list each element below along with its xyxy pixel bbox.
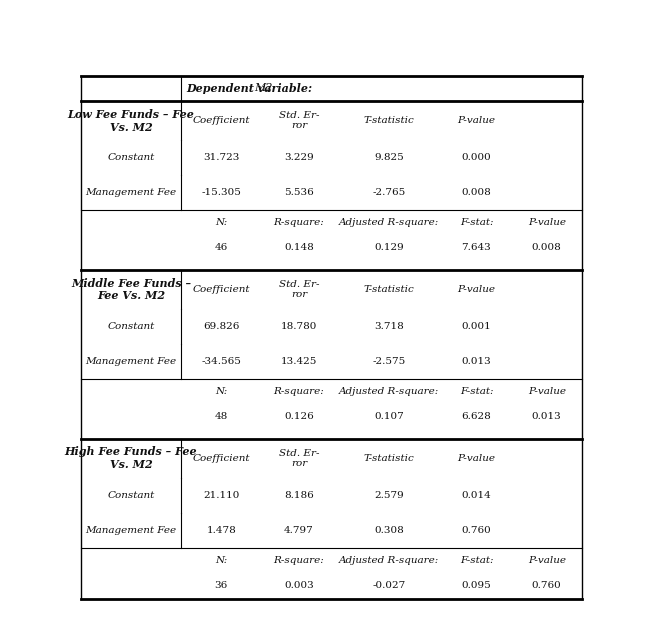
- Text: R-square:: R-square:: [274, 556, 324, 564]
- Text: 48: 48: [215, 412, 228, 422]
- Text: Coefficient: Coefficient: [193, 116, 250, 125]
- Text: F-stat:: F-stat:: [460, 387, 493, 396]
- Text: -2.575: -2.575: [373, 357, 406, 366]
- Text: 31.723: 31.723: [203, 153, 239, 162]
- Text: P-value: P-value: [457, 285, 496, 294]
- Text: High Fee Funds – Fee
Vs. M2: High Fee Funds – Fee Vs. M2: [65, 446, 197, 470]
- Text: Coefficient: Coefficient: [193, 454, 250, 463]
- Text: 0.013: 0.013: [532, 412, 562, 422]
- Text: 0.014: 0.014: [461, 491, 491, 500]
- Text: 21.110: 21.110: [203, 491, 239, 500]
- Text: 5.536: 5.536: [284, 188, 314, 197]
- Text: 46: 46: [215, 243, 228, 252]
- Text: 1.478: 1.478: [206, 526, 236, 535]
- Text: Low Fee Funds – Fee
Vs. M2: Low Fee Funds – Fee Vs. M2: [67, 109, 195, 133]
- Text: 0.008: 0.008: [532, 243, 562, 252]
- Text: R-square:: R-square:: [274, 218, 324, 227]
- Text: 0.760: 0.760: [532, 581, 562, 590]
- Text: 0.126: 0.126: [284, 412, 314, 422]
- Text: Std. Er-
ror: Std. Er- ror: [279, 111, 319, 130]
- Text: 3.718: 3.718: [375, 322, 404, 331]
- Text: N:: N:: [215, 218, 227, 227]
- Text: 6.628: 6.628: [461, 412, 491, 422]
- Text: 0.001: 0.001: [461, 322, 491, 331]
- Text: 0.013: 0.013: [461, 357, 491, 366]
- Text: -0.027: -0.027: [373, 581, 406, 590]
- Text: 0.008: 0.008: [461, 188, 491, 197]
- Text: 7.643: 7.643: [461, 243, 491, 252]
- Text: 9.825: 9.825: [375, 153, 404, 162]
- Text: 2.579: 2.579: [375, 491, 404, 500]
- Text: Adjusted R-square:: Adjusted R-square:: [339, 387, 439, 396]
- Text: 13.425: 13.425: [281, 357, 317, 366]
- Text: P-value: P-value: [457, 454, 496, 463]
- Text: 0.308: 0.308: [375, 526, 404, 535]
- Text: N:: N:: [215, 556, 227, 564]
- Text: 0.095: 0.095: [461, 581, 491, 590]
- Text: 69.826: 69.826: [203, 322, 239, 331]
- Text: Std. Er-
ror: Std. Er- ror: [279, 449, 319, 468]
- Text: T-statistic: T-statistic: [364, 454, 415, 463]
- Text: P-value: P-value: [528, 556, 565, 564]
- Text: -34.565: -34.565: [201, 357, 241, 366]
- Text: 36: 36: [215, 581, 228, 590]
- Text: Std. Er-
ror: Std. Er- ror: [279, 280, 319, 299]
- Text: R-square:: R-square:: [274, 387, 324, 396]
- Text: Constant: Constant: [107, 491, 155, 500]
- Text: Middle Fee Funds –
Fee Vs. M2: Middle Fee Funds – Fee Vs. M2: [71, 277, 191, 301]
- Text: 0.107: 0.107: [375, 412, 404, 422]
- Text: -2.765: -2.765: [373, 188, 406, 197]
- Text: F-stat:: F-stat:: [460, 218, 493, 227]
- Text: P-value: P-value: [528, 387, 565, 396]
- Text: M2: M2: [254, 83, 272, 94]
- Text: Constant: Constant: [107, 153, 155, 162]
- Text: Management Fee: Management Fee: [85, 188, 177, 197]
- Text: 0.148: 0.148: [284, 243, 314, 252]
- Text: Coefficient: Coefficient: [193, 285, 250, 294]
- Text: F-stat:: F-stat:: [460, 556, 493, 564]
- Text: Management Fee: Management Fee: [85, 357, 177, 366]
- Text: 8.186: 8.186: [284, 491, 314, 500]
- Text: 0.000: 0.000: [461, 153, 491, 162]
- Text: Dependent variable:: Dependent variable:: [186, 83, 316, 94]
- Text: -15.305: -15.305: [201, 188, 241, 197]
- Text: P-value: P-value: [528, 218, 565, 227]
- Text: 4.797: 4.797: [284, 526, 314, 535]
- Text: T-statistic: T-statistic: [364, 285, 415, 294]
- Text: 3.229: 3.229: [284, 153, 314, 162]
- Text: 0.760: 0.760: [461, 526, 491, 535]
- Text: N:: N:: [215, 387, 227, 396]
- Text: P-value: P-value: [457, 116, 496, 125]
- Text: T-statistic: T-statistic: [364, 116, 415, 125]
- Text: 0.129: 0.129: [375, 243, 404, 252]
- Text: Constant: Constant: [107, 322, 155, 331]
- Text: Management Fee: Management Fee: [85, 526, 177, 535]
- Text: 18.780: 18.780: [281, 322, 317, 331]
- Text: 0.003: 0.003: [284, 581, 314, 590]
- Text: Adjusted R-square:: Adjusted R-square:: [339, 556, 439, 564]
- Text: Adjusted R-square:: Adjusted R-square:: [339, 218, 439, 227]
